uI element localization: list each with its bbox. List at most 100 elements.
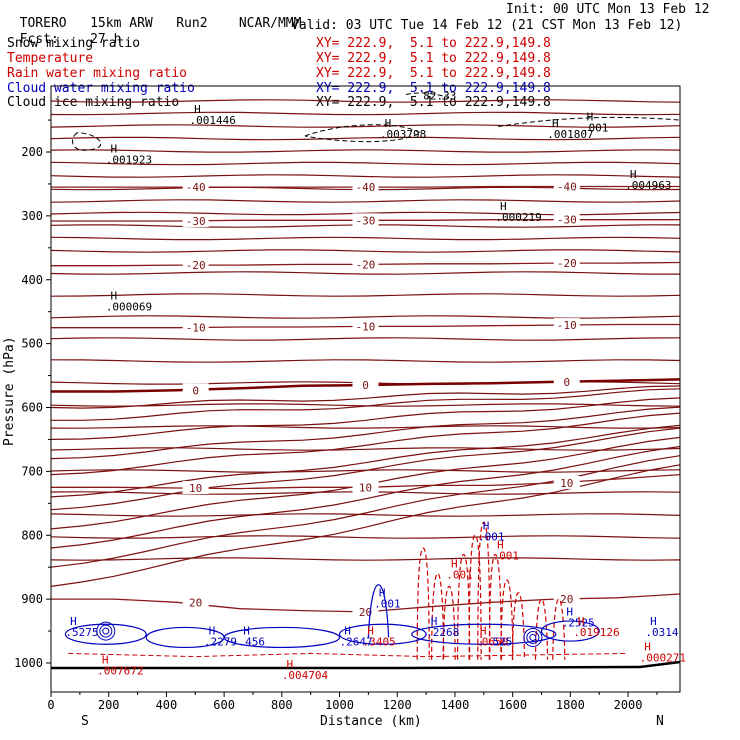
max-marker: H <box>451 558 458 571</box>
max-marker: H <box>566 605 573 618</box>
isotherm-label-bg <box>182 180 209 194</box>
cloud-water-contour <box>526 630 540 644</box>
max-label: .000271 <box>640 652 686 665</box>
temperature-isotherms: 0 0 0 -10 -10 -10 -20 -20 -20 -30 -30 -30 -40 -40 -40 1… <box>51 179 681 619</box>
y-tick-label: 600 <box>21 401 43 415</box>
theta-line <box>50 293 681 297</box>
theta-line <box>50 271 680 275</box>
y-tick-label: 200 <box>21 145 43 159</box>
isotherm-label: -30 <box>186 215 206 228</box>
isotherm-label-bg <box>352 213 379 227</box>
isotherm-label-bg <box>352 604 379 618</box>
background-lines <box>50 99 681 587</box>
rain-contour <box>416 547 430 660</box>
cloud-water-contour <box>529 633 537 641</box>
max-marker: H <box>587 110 594 123</box>
theta-line <box>51 388 681 421</box>
legend-snow-xy: XY= 222.9, 5.1 to 222.9,149.8 <box>316 36 551 51</box>
cloud-water-contour <box>523 627 543 647</box>
cloud-water-contour <box>367 584 390 638</box>
theta-line <box>50 385 681 409</box>
max-marker: H <box>483 519 490 532</box>
theta-line <box>50 455 681 568</box>
max-marker: H <box>644 641 651 654</box>
isotherm-label: -20 <box>356 258 376 271</box>
max-label: .001446 <box>189 114 235 127</box>
fcst-value: 27 h <box>90 32 122 47</box>
isotherm-label: -10 <box>186 322 206 335</box>
max-marker: H <box>552 117 559 130</box>
x-tick-label: 600 <box>213 698 235 712</box>
rain-contour <box>488 553 502 660</box>
x-tick-label: 200 <box>98 698 120 712</box>
isotherm-label: -10 <box>356 320 376 333</box>
x-axis-label: Distance (km) <box>320 714 422 729</box>
isotherm-label-bg <box>553 374 580 388</box>
model-run: Run2 <box>176 16 208 31</box>
max-label: .001 <box>478 530 505 543</box>
max-marker: H <box>500 200 507 213</box>
legend-cloudwater-name: Cloud water mixing ratio <box>7 81 195 96</box>
isotherm-label-bg <box>553 179 580 193</box>
rain-contour <box>468 534 482 660</box>
cloud-water-contour <box>96 621 116 641</box>
x-tick-label: 1400 <box>440 698 469 712</box>
theta-line <box>50 406 681 460</box>
max-label: .001 <box>492 549 518 562</box>
y-tick-label: 400 <box>21 273 43 287</box>
isotherm-label: 20 <box>560 593 573 606</box>
theta-line <box>50 136 681 141</box>
isotherm-label-bg <box>352 180 379 194</box>
max-marker: H <box>385 117 392 130</box>
theta-line <box>50 161 681 166</box>
max-label: .019126 <box>573 626 619 639</box>
model-org: NCAR/MMM <box>238 16 302 31</box>
cloud-water-contour <box>540 620 600 642</box>
x-tick-label: 1200 <box>383 698 412 712</box>
theta-line <box>50 337 681 341</box>
cloud-water-contour <box>411 623 557 645</box>
y-tick-label: 300 <box>21 209 43 223</box>
isotherm-label: 10 <box>189 482 202 495</box>
theta-line <box>50 445 681 549</box>
legend-temp-xy: XY= 222.9, 5.1 to 222.9,149.8 <box>316 51 551 66</box>
max-marker: H <box>70 615 77 628</box>
max-marker: H <box>287 658 294 671</box>
theta-line <box>50 315 681 319</box>
y-tick-label: 800 <box>21 528 43 542</box>
max-label: .2647 <box>340 636 373 649</box>
isotherm-label: -20 <box>557 257 577 270</box>
ground-line <box>51 660 681 670</box>
isotherm-label-bg <box>182 320 209 334</box>
cloud-ice-contour <box>72 132 102 151</box>
y-tick-label: 700 <box>21 464 43 478</box>
plot-frame <box>50 85 681 693</box>
max-marker: H <box>650 615 657 628</box>
max-marker: H <box>194 103 201 116</box>
isotherm-label: 10 <box>359 481 372 494</box>
max-label: .2279 <box>204 636 237 649</box>
isotherm-label-bg <box>182 213 209 227</box>
x-end-label-north: N <box>656 714 664 729</box>
rain-contour <box>442 585 456 660</box>
isotherm-label-bg <box>352 319 379 333</box>
model-title: TORERO 15km ARW Run2 NCAR/MMM <box>4 3 302 31</box>
y-tick-label: 500 <box>21 337 43 351</box>
theta-line <box>50 99 681 103</box>
theta-line <box>50 447 681 451</box>
forecast-hour: Fcst: 27 h <box>4 19 122 47</box>
valid-time: Valid: 03 UTC Tue 14 Feb 12 (21 CST Mon … <box>291 18 683 33</box>
max-label: .003798 <box>380 128 426 141</box>
x-tick-label: 1600 <box>498 698 527 712</box>
isotherm-label: 0 <box>192 384 199 397</box>
x-end-label-south: S <box>81 714 89 729</box>
theta-line <box>50 535 681 539</box>
max-label: .004963 <box>625 179 671 192</box>
x-tick-label: 1000 <box>325 698 354 712</box>
isotherm-label: 10 <box>560 477 573 490</box>
cloud-ice-contour <box>405 92 450 99</box>
cloud-water-contour <box>102 627 110 635</box>
isotherm-label: 20 <box>189 596 202 609</box>
max-marker: H <box>367 625 374 638</box>
